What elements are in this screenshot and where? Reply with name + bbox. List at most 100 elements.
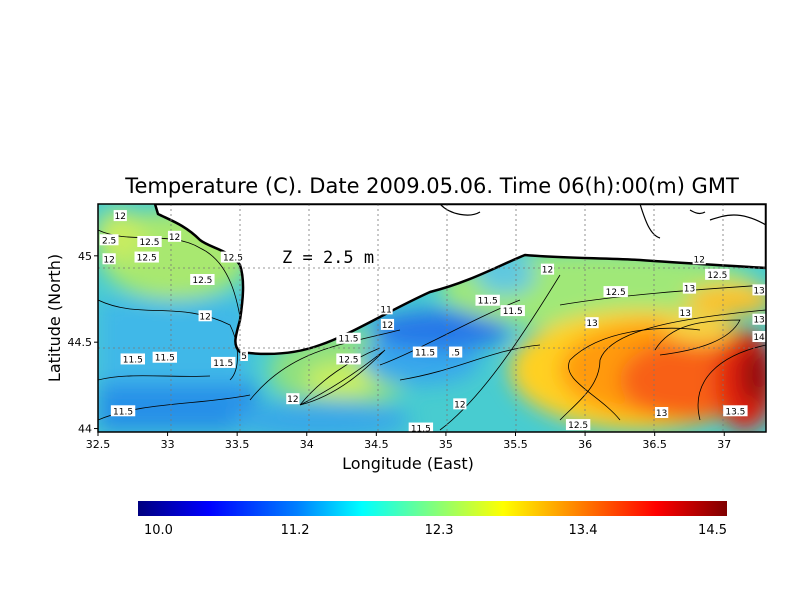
x-tick-label-9: 37 [717,438,731,451]
temperature-field [98,204,766,432]
contour-label-0: 12 [115,212,126,222]
contour-label-box-14 [286,393,300,405]
contour-label-2: 12.5 [139,238,159,248]
contour-label-8: 12 [199,312,210,322]
contour-label-box-0 [113,210,127,222]
contour-label-box-25 [540,263,555,275]
contour-label-16: 11.5 [338,335,358,345]
contour-label-box-1 [99,234,119,246]
contour-label-12: 11.5 [123,355,143,365]
contour-label-10: 11.5 [213,359,233,369]
contour-label-26: 12.5 [568,421,588,431]
contour-label-21: 11.5 [478,297,498,307]
contour-label-35: 14 [753,333,765,343]
x-tick-label-7: 36 [578,438,592,451]
colorbar-label-3: 13.4 [569,523,598,538]
x-tick-label-3: 34 [300,438,314,451]
contour-label-11: 5 [241,352,247,362]
contour-label-box-34 [752,313,766,325]
contour-label-36: 13 [656,409,667,419]
contour-label-18: 12 [382,321,393,331]
contour-label-1: 2.5 [102,236,116,246]
contour-label-box-27 [603,286,628,298]
contour-label-box-37 [723,405,748,417]
contour-label-5: 12.5 [137,254,157,264]
contour-label-22: 11.5 [503,307,523,317]
contour-label-box-4 [102,253,116,265]
contour-label-3: 12 [169,233,180,243]
contour-label-box-13 [110,405,136,417]
contour-label-box-26 [565,419,591,431]
x-tick-label-2: 33.5 [225,438,250,451]
contour-label-33: 13 [680,309,691,319]
contour-label-6: 12.5 [223,254,243,264]
x-tick-label-0: 32.5 [86,438,111,451]
colorbar-labels: 10.0 11.2 12.3 13.4 14.5 [144,523,727,538]
contour-label-box-11 [240,350,248,361]
contour-label-box-20 [449,346,463,358]
contour-label-box-31 [682,282,697,294]
x-tick-label-8: 36.5 [642,438,667,451]
colorbar-label-4: 14.5 [698,523,727,538]
y-axis: 44 44.5 45 [68,250,98,436]
contour-label-7: 12.5 [192,276,212,286]
contour-label-28: 13 [586,319,597,329]
contour-label-box-12 [120,353,145,365]
contour-label-box-7 [190,274,215,285]
contour-label-box-30 [705,268,730,280]
colorbar-label-1: 11.2 [281,523,310,538]
contour-label-31: 13 [684,285,695,295]
contour-label-29: 12 [693,255,704,265]
contour-label-box-35 [752,331,766,342]
colorbar [138,501,727,516]
contour-label-box-24 [408,422,434,434]
y-tick-label-1: 44.5 [68,336,93,349]
contour-label-9: 11.5 [155,354,175,364]
contour-label-box-19 [412,346,438,358]
contour-label-box-8 [198,310,212,322]
plot-frame [97,203,767,433]
contour-label-box-29 [692,253,706,265]
y-axis-label: Latitude (North) [45,254,64,382]
contour-label-19: 11.5 [415,349,435,359]
contour-label-4: 12 [103,255,114,265]
contour-label-13: 11.5 [113,407,133,417]
contour-label-30: 12.5 [707,271,727,281]
x-axis-label: Longitude (East) [342,454,474,473]
contour-label-box-28 [585,317,599,329]
contour-label-27: 12.5 [606,288,626,298]
x-tick-label-6: 35.5 [503,438,528,451]
contour-label-box-9 [152,351,177,363]
contour-label-box-21 [475,294,500,306]
x-tick-label-1: 33 [161,438,175,451]
contour-label-box-22 [500,305,525,317]
colorbar-label-0: 10.0 [144,523,173,538]
contour-label-25: 12 [542,266,553,276]
contour-label-box-3 [167,230,182,242]
contour-label-box-15 [336,353,361,365]
contour-label-24: 11.5 [411,425,431,435]
contour-label-34: 13 [753,316,764,326]
contour-label-box-10 [211,356,236,368]
x-tick-label-5: 35 [439,438,453,451]
contour-label-14: 12 [287,395,298,405]
contour-label-box-6 [220,251,246,263]
x-tick-label-4: 34.5 [364,438,389,451]
y-tick-label-2: 45 [78,250,92,263]
contour-label-box-36 [655,407,669,418]
colorbar-label-2: 12.3 [425,523,454,538]
contour-label-15: 12.5 [338,355,358,365]
contour-label-32: 13 [753,286,764,296]
contour-label-37: 13.5 [725,407,745,417]
contour-label-box-32 [752,284,766,296]
contour-label-box-2 [137,236,162,247]
contour-label-box-5 [134,251,159,263]
contour-label-20: .5 [451,349,460,359]
contour-label-23: 12 [454,400,465,410]
contour-label-17: 11 [380,305,391,315]
depth-annotation: Z = 2.5 m [282,248,374,268]
chart-title: Temperature (C). Date 2009.05.06. Time 0… [124,174,739,198]
contour-label-box-18 [380,318,395,330]
